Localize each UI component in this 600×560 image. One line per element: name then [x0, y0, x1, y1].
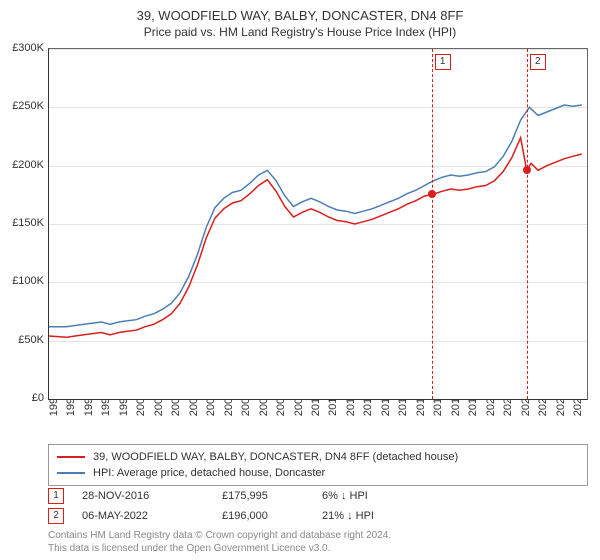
marker-line	[527, 49, 528, 399]
marker-row-icon: 1	[48, 488, 64, 504]
y-axis-label: £200K	[12, 159, 44, 171]
y-axis-label: £50K	[18, 334, 44, 346]
legend-item-hpi: HPI: Average price, detached house, Donc…	[57, 465, 579, 481]
legend-label: HPI: Average price, detached house, Donc…	[93, 467, 325, 479]
price-point-dot	[523, 166, 531, 174]
legend-label: 39, WOODFIELD WAY, BALBY, DONCASTER, DN4…	[93, 451, 458, 463]
marker-label: 1	[435, 54, 451, 70]
chart-subtitle: Price paid vs. HM Land Registry's House …	[0, 23, 600, 45]
footer-line1: Contains HM Land Registry data © Crown c…	[48, 530, 391, 541]
chart-title: 39, WOODFIELD WAY, BALBY, DONCASTER, DN4…	[0, 0, 600, 23]
y-axis-label: £150K	[12, 217, 44, 229]
marker-line	[432, 49, 433, 399]
legend: 39, WOODFIELD WAY, BALBY, DONCASTER, DN4…	[48, 444, 588, 486]
legend-swatch	[57, 456, 85, 458]
y-axis-label: £300K	[12, 42, 44, 54]
marker-price: £196,000	[222, 510, 322, 522]
marker-delta: 6% ↓ HPI	[322, 490, 442, 502]
markers-table: 1 28-NOV-2016£175,9956% ↓ HPI 2 06-MAY-2022…	[48, 486, 588, 526]
footer-note: Contains HM Land Registry data © Crown c…	[48, 530, 391, 555]
marker-delta: 21% ↓ HPI	[322, 510, 442, 522]
y-axis-label: £100K	[12, 275, 44, 287]
series-line-hpi	[49, 105, 582, 327]
marker-price: £175,995	[222, 490, 322, 502]
series-line-price_paid	[49, 138, 582, 338]
marker-row: 2 06-MAY-2022£196,00021% ↓ HPI	[48, 506, 588, 526]
footer-line2: This data is licensed under the Open Gov…	[48, 543, 330, 554]
y-axis-label: £0	[32, 392, 44, 404]
price-point-dot	[428, 190, 436, 198]
marker-date: 28-NOV-2016	[82, 490, 222, 502]
legend-item-price-paid: 39, WOODFIELD WAY, BALBY, DONCASTER, DN4…	[57, 449, 579, 465]
y-axis-label: £250K	[12, 100, 44, 112]
legend-swatch	[57, 472, 85, 474]
marker-label: 2	[530, 54, 546, 70]
marker-date: 06-MAY-2022	[82, 510, 222, 522]
marker-row-icon: 2	[48, 508, 64, 524]
marker-row: 1 28-NOV-2016£175,9956% ↓ HPI	[48, 486, 588, 506]
chart-plot-area	[48, 48, 588, 400]
